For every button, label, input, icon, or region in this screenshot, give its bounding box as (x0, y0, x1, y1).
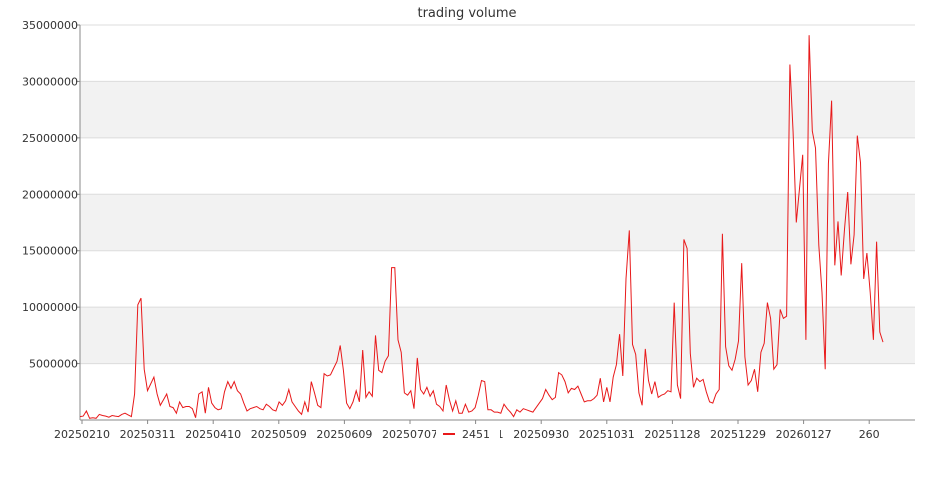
y-tick-label: 25000000 (22, 132, 78, 145)
series-line-2451 (79, 35, 884, 419)
x-tick-label: 260 (859, 428, 880, 441)
legend-label: 2451 (462, 428, 490, 441)
x-tick-label: 20250311 (120, 428, 176, 441)
y-tick-label: 35000000 (22, 19, 78, 32)
x-tick-label: 20250210 (54, 428, 110, 441)
grid-band (80, 307, 915, 364)
y-tick-label: 20000000 (22, 188, 78, 201)
x-tick-label: 20260127 (776, 428, 832, 441)
x-tick-label: 20250930 (513, 428, 569, 441)
grid-band (80, 81, 915, 138)
x-tick-label: 20250410 (185, 428, 241, 441)
grid-lines (80, 24, 915, 365)
chart-title: trading volume (417, 6, 516, 21)
x-tick-label: 20250609 (316, 428, 372, 441)
series-layer (79, 35, 884, 419)
axes (79, 25, 915, 421)
legend: 2451 (436, 424, 500, 442)
x-tick-label: 20251031 (579, 428, 635, 441)
x-tick-label: 20251128 (644, 428, 700, 441)
y-tick-label: 30000000 (22, 75, 78, 88)
grid-band (80, 194, 915, 251)
x-axis-ticks: 20250210 20250311 20250410 20250509 20250609… (54, 420, 880, 441)
y-tick-label: 15000000 (22, 245, 78, 258)
x-tick-label: 20250509 (251, 428, 307, 441)
y-tick-label: 10000000 (22, 301, 78, 314)
x-tick-label: 20250707 (382, 428, 438, 441)
y-axis-ticks: 5000000 10000000 15000000 20000000 25000000 3… (22, 19, 80, 371)
x-tick-label: 20251229 (710, 428, 766, 441)
legend-box (436, 424, 500, 442)
alternating-bands (80, 81, 915, 364)
y-tick-label: 5000000 (29, 358, 78, 371)
